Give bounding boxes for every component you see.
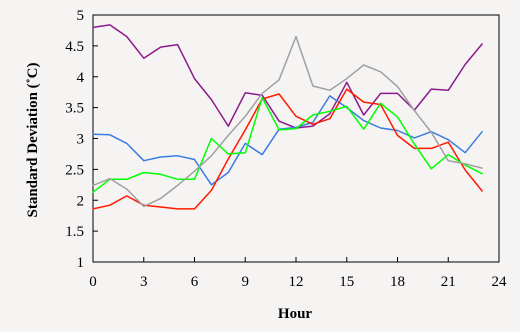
y-tick-label: 4.5	[65, 39, 84, 55]
x-tick-label: 21	[441, 274, 456, 290]
y-tick-label: 1.5	[65, 224, 84, 240]
x-axis-title: Hour	[278, 306, 313, 322]
x-tick-label: 12	[289, 274, 304, 290]
y-tick-label: 3.5	[65, 101, 84, 117]
y-tick-label: 2	[77, 193, 85, 209]
x-tick-label: 6	[191, 274, 199, 290]
series-lines	[92, 24, 483, 210]
y-axis-title: Standard Deviation (˚C)	[25, 62, 41, 217]
x-tick-label: 0	[89, 274, 97, 290]
y-tick-label: 5	[77, 8, 85, 24]
series-line-1	[92, 24, 483, 129]
y-tick-label: 1	[77, 255, 85, 271]
series-line-4	[92, 96, 483, 193]
y-tick-label: 2.5	[65, 162, 84, 178]
x-tick-label: 3	[140, 274, 148, 290]
x-tick-label: 9	[242, 274, 250, 290]
axes: 1 1.5 2 2.5 3 3.5 4 4.5 5 0 3 6 9 12 15 18 21 24	[65, 8, 507, 290]
y-tick-label: 3	[77, 132, 85, 148]
series-line-5	[92, 35, 483, 208]
series-line-2	[92, 95, 483, 186]
x-tick-label: 15	[339, 274, 354, 290]
series-line-3	[92, 88, 483, 210]
x-tick-label: 24	[492, 274, 508, 290]
x-tick-label: 18	[390, 274, 405, 290]
y-tick-label: 4	[77, 70, 85, 86]
